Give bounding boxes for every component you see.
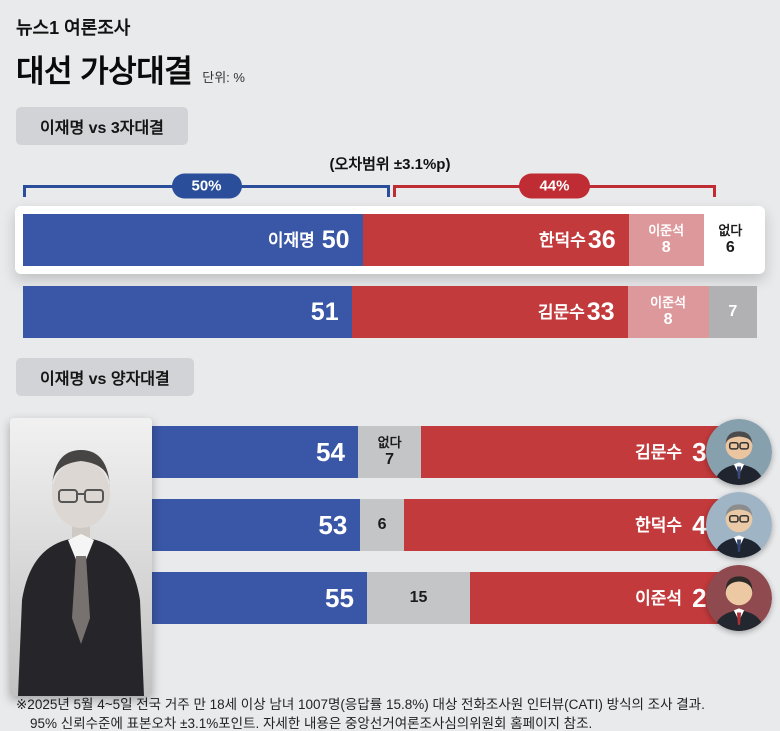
bar-segment: 한덕수40: [403, 499, 734, 551]
segment-value: 7: [728, 303, 738, 321]
segment-name: 이준석: [635, 588, 683, 608]
segment-value: 33: [586, 297, 615, 326]
bar-segment: 이재명 50: [23, 214, 363, 266]
footnote: ※2025년 5월 4~5일 전국 거주 만 18세 이상 남녀 1007명(응…: [16, 696, 764, 731]
segment-name: 이재명: [267, 230, 315, 250]
bar-segment: 없다 6: [703, 214, 757, 266]
bar-segment: 김문수 33: [351, 286, 628, 338]
segment-value: 54: [315, 437, 345, 467]
section2: 54없다7김문수38 536: [0, 418, 780, 696]
lee-junseok-photo: [706, 565, 772, 631]
segment-value: 15: [409, 589, 428, 607]
highlighted-bar-card: 이재명 50 한덕수 36 이준석 8 없다 6: [15, 206, 765, 274]
bar-3way-vs-kimmoonsoo: 51 김문수 33 이준석 8 7: [23, 286, 757, 338]
segment-value: 51: [310, 297, 339, 326]
segment-value: 6: [377, 516, 387, 534]
bracket-blue: 50%: [23, 173, 390, 199]
segment-name: 없다: [377, 434, 402, 450]
segment-name: 김문수: [635, 442, 683, 462]
bracket-red-label: 44%: [519, 173, 590, 199]
segment-value: 53: [318, 510, 348, 540]
segment-value: 8: [661, 238, 671, 256]
bar-segment: 김문수38: [421, 426, 734, 478]
bar-segment: 이준석29: [470, 572, 734, 624]
segment-value: 7: [385, 450, 395, 468]
segment-name: 김문수: [537, 302, 585, 322]
segment-value: 6: [725, 238, 735, 256]
bar-segment: 없다 7: [357, 426, 422, 478]
margin-of-error-note: (오차범위 ±3.1%p): [329, 156, 451, 173]
segment-name: 없다: [718, 222, 743, 238]
bracket-row: (오차범위 ±3.1%p) 50% 44%: [23, 156, 757, 199]
footnote-line1: ※2025년 5월 4~5일 전국 거주 만 18세 이상 남녀 1007명(응…: [16, 697, 705, 712]
title-row: 대선 가상대결 단위: %: [16, 46, 764, 91]
segment-value: 36: [587, 225, 616, 254]
lee-jaemyung-photo: [10, 418, 152, 696]
segment-name: 이준석: [648, 222, 685, 238]
segment-value: 55: [325, 583, 354, 613]
segment-value: 50: [321, 225, 350, 254]
page-title: 대선 가상대결: [16, 54, 193, 89]
kim-moonsoo-photo: [706, 419, 772, 485]
segment-name: 이준석: [650, 294, 687, 310]
bar-segment: 한덕수 36: [362, 214, 629, 266]
segment-value: 8: [663, 310, 673, 328]
unit-label: 단위: %: [202, 70, 245, 85]
segment-name: 한덕수: [538, 230, 586, 250]
footnote-line2: 95% 신뢰수준에 표본오차 ±3.1%포인트. 자세한 내용은 중앙선거여론조…: [30, 715, 593, 731]
segment-name: 한덕수: [635, 515, 683, 535]
bar-segment: 15: [366, 572, 471, 624]
han-ducksoo-photo: [706, 492, 772, 558]
kicker: 뉴스1 여론조사: [16, 18, 131, 38]
bracket-blue-label: 50%: [171, 173, 242, 199]
bar-segment: 6: [360, 499, 404, 551]
bar-3way-vs-handucksoo: 이재명 50 한덕수 36 이준석 8 없다 6: [23, 214, 757, 266]
section2-badge: 이재명 vs 양자대결: [16, 358, 194, 396]
section1-badge: 이재명 vs 3자대결: [16, 107, 188, 145]
bar-segment: 이준석 8: [628, 214, 704, 266]
bar-segment: 이준석 8: [627, 286, 709, 338]
bar-segment: 51: [23, 286, 352, 338]
bracket-red: 44%: [393, 173, 716, 199]
bar-segment: 7: [708, 286, 757, 338]
